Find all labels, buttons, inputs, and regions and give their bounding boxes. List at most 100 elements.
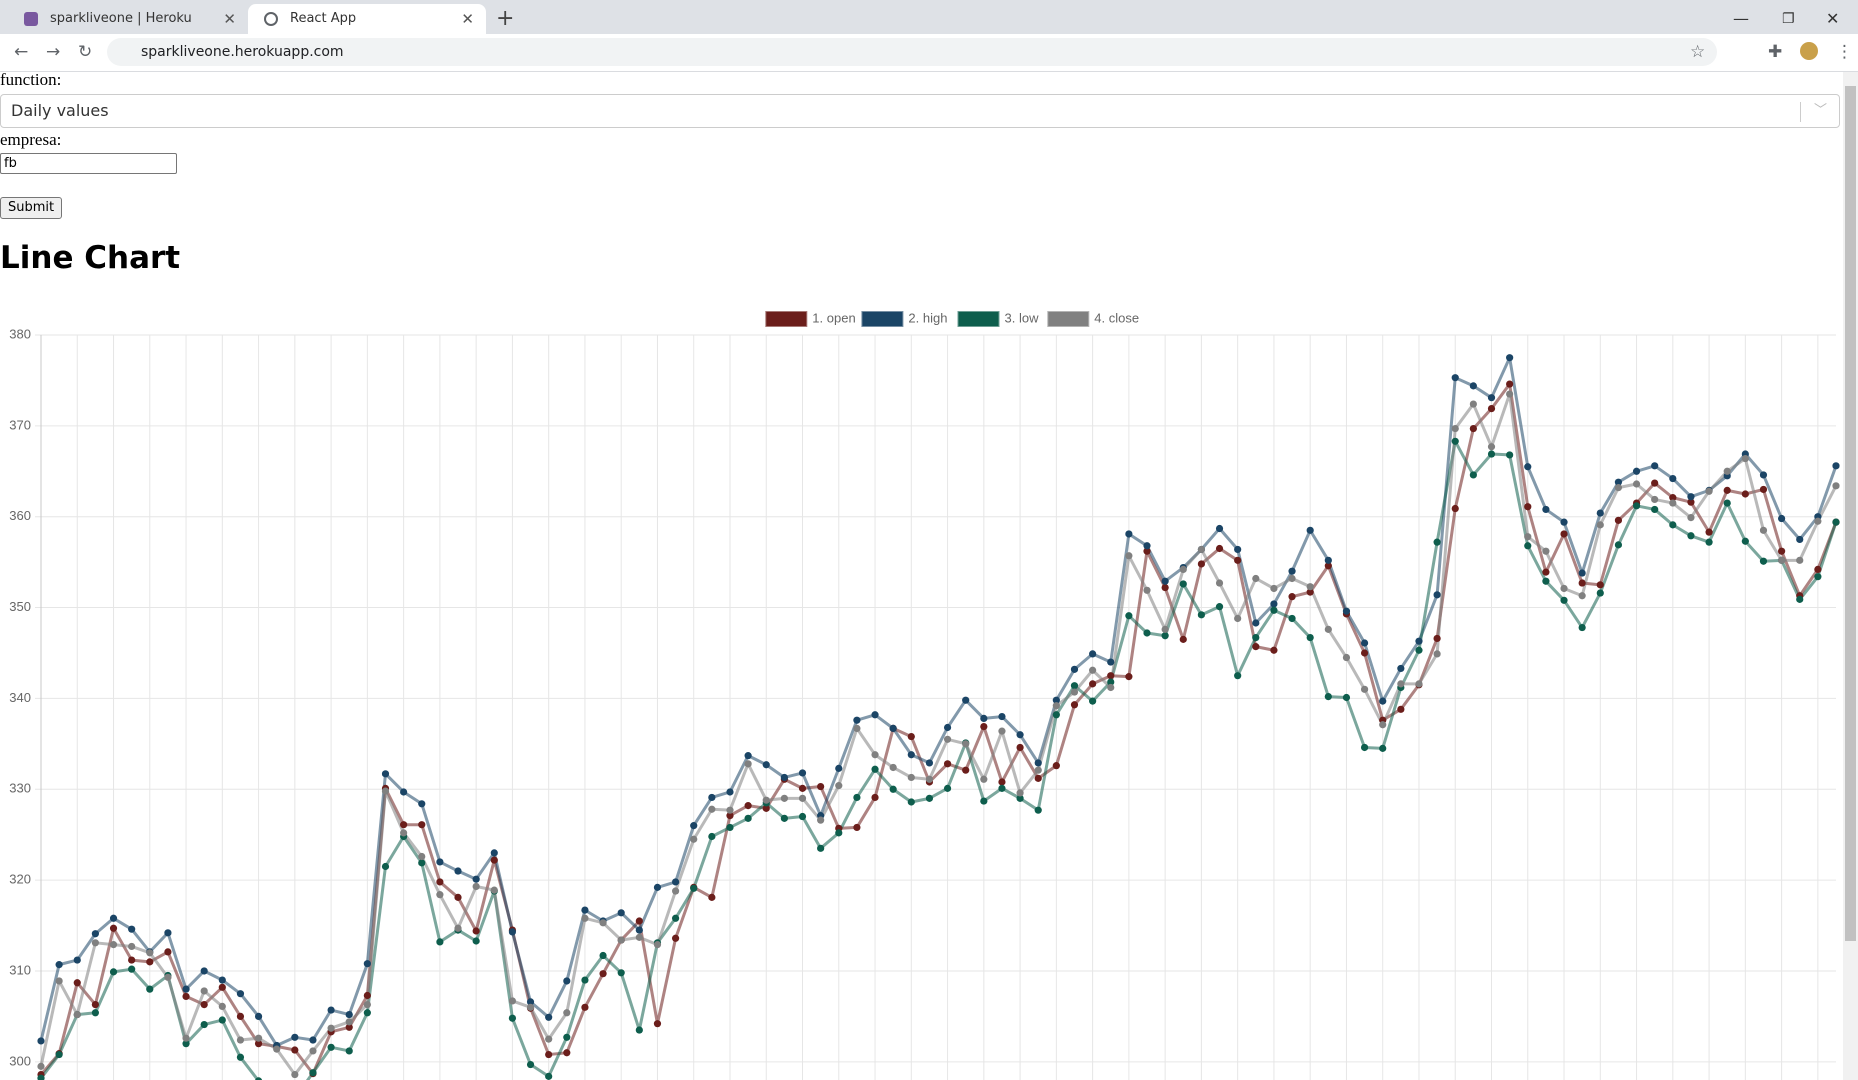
tab-close[interactable]: ✕	[223, 10, 236, 28]
back-button[interactable]: ←	[14, 42, 29, 62]
data-point	[798, 769, 807, 777]
data-point	[309, 1047, 317, 1055]
data-point	[454, 867, 462, 875]
data-point	[254, 1012, 263, 1021]
data-point	[1070, 682, 1079, 690]
function-select[interactable]: Daily values ﹀	[0, 94, 1840, 128]
data-point	[1270, 600, 1278, 608]
data-point	[345, 1018, 353, 1026]
tab[interactable]: sparkliveone | Heroku ✕	[8, 4, 248, 34]
data-point	[690, 884, 698, 892]
data-point	[1070, 665, 1079, 673]
data-point	[1506, 390, 1514, 398]
data-point	[581, 914, 589, 922]
data-point	[1270, 646, 1278, 654]
close-window[interactable]: ✕	[1826, 9, 1840, 28]
data-point	[871, 751, 879, 759]
data-point	[1469, 382, 1477, 390]
function-label: function:	[0, 70, 62, 89]
data-point	[291, 1070, 299, 1079]
data-point	[1034, 806, 1042, 814]
data-point	[962, 740, 970, 748]
data-point	[1687, 514, 1695, 522]
data-point	[1089, 680, 1097, 688]
data-point	[1360, 685, 1369, 693]
data-point	[998, 712, 1006, 721]
extensions[interactable]: ✚	[1768, 42, 1783, 62]
data-point	[563, 1049, 571, 1057]
new-tab[interactable]: +	[496, 6, 515, 31]
data-point	[1632, 467, 1641, 475]
data-point	[508, 1014, 517, 1022]
data-point	[726, 812, 734, 820]
legend-swatch	[957, 311, 1000, 327]
data-point	[254, 1040, 263, 1048]
tab-close[interactable]: ✕	[461, 10, 474, 28]
data-point	[472, 937, 480, 945]
scrollbar[interactable]	[1843, 72, 1858, 1080]
y-tick-label: 350	[9, 599, 31, 614]
data-point	[236, 1012, 245, 1021]
tab-active[interactable]: React App ✕	[248, 4, 486, 34]
data-point	[998, 784, 1006, 792]
data-point	[907, 773, 915, 782]
submit-button[interactable]: Submit	[0, 197, 63, 219]
data-point	[1524, 463, 1532, 471]
data-point	[635, 1026, 643, 1034]
empresa-input[interactable]: fb	[0, 153, 177, 174]
data-point	[1324, 625, 1332, 633]
data-point	[708, 805, 716, 813]
data-point	[1306, 633, 1314, 642]
data-point	[1578, 592, 1586, 600]
tab-title: sparkliveone | Heroku	[50, 11, 192, 26]
profile[interactable]	[1800, 42, 1818, 60]
data-point	[418, 800, 426, 808]
data-point	[1089, 697, 1097, 705]
data-point	[980, 775, 988, 783]
data-point	[1052, 696, 1060, 704]
data-point	[146, 985, 154, 993]
data-point	[1342, 693, 1351, 702]
data-point	[1596, 509, 1604, 517]
select-separator	[1800, 102, 1801, 122]
data-point	[1759, 557, 1768, 565]
bookmark-star[interactable]: ☆	[1690, 42, 1706, 62]
data-point	[1506, 354, 1514, 362]
series-line	[39, 382, 1838, 1076]
data-point	[1433, 650, 1441, 658]
menu[interactable]: ⋮	[1836, 42, 1853, 62]
data-point	[1487, 450, 1496, 458]
legend-swatch	[1047, 311, 1090, 327]
reload-button[interactable]: ↻	[78, 42, 93, 62]
data-point	[418, 852, 426, 861]
restore[interactable]: ❐	[1782, 11, 1795, 27]
data-point	[1451, 437, 1459, 445]
data-point	[1524, 542, 1532, 550]
data-point	[109, 968, 118, 976]
data-point	[526, 1003, 535, 1011]
data-point	[1651, 505, 1659, 514]
data-point	[490, 849, 498, 857]
data-point	[1016, 794, 1024, 802]
y-tick-label: 330	[9, 781, 31, 796]
data-point	[1125, 673, 1133, 681]
data-point	[798, 812, 807, 821]
data-point	[726, 823, 734, 832]
forward-button[interactable]: →	[46, 42, 61, 62]
data-point	[563, 1009, 571, 1017]
data-point	[454, 893, 462, 901]
data-point	[1796, 556, 1804, 564]
data-point	[345, 1010, 353, 1019]
data-point	[1089, 666, 1097, 674]
minimize[interactable]: —	[1733, 9, 1749, 28]
data-point	[1324, 562, 1332, 570]
data-point	[327, 1024, 335, 1032]
url-field[interactable]: sparkliveone.herokuapp.com	[107, 38, 1717, 66]
scrollbar-thumb[interactable]	[1845, 86, 1856, 941]
data-point	[943, 723, 952, 732]
data-point	[1778, 547, 1786, 555]
data-point	[1814, 565, 1822, 574]
legend-label: 4. close	[1094, 310, 1139, 325]
data-point	[1052, 762, 1060, 770]
